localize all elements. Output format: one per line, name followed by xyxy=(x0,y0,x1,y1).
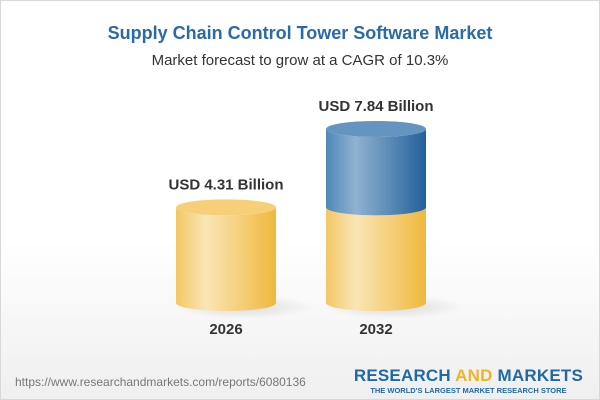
logo-tagline: THE WORLD'S LARGEST MARKET RESEARCH STOR… xyxy=(370,386,567,395)
chart-subtitle: Market forecast to grow at a CAGR of 10.… xyxy=(151,52,449,69)
data-label: USD 7.84 Billion xyxy=(318,98,433,115)
source-url[interactable]: https://www.researchandmarkets.com/repor… xyxy=(15,375,306,389)
cylinder-body xyxy=(176,207,276,311)
category-label: 2032 xyxy=(359,321,392,338)
cylinder-growth-segment xyxy=(326,128,426,216)
cylinder-top xyxy=(176,199,276,216)
cylinder-top xyxy=(326,120,426,137)
cylinder-base-segment xyxy=(326,207,426,311)
chart-title: Supply Chain Control Tower Software Mark… xyxy=(107,23,493,43)
data-label: USD 4.31 Billion xyxy=(168,176,283,193)
category-label: 2026 xyxy=(209,321,242,338)
cylinder-chart: USD 4.31 Billion 2026 USD 7.84 Billion 2032 xyxy=(168,98,464,338)
research-and-markets-logo: RESEARCH AND MARKETS THE WORLD'S LARGEST… xyxy=(353,366,583,395)
